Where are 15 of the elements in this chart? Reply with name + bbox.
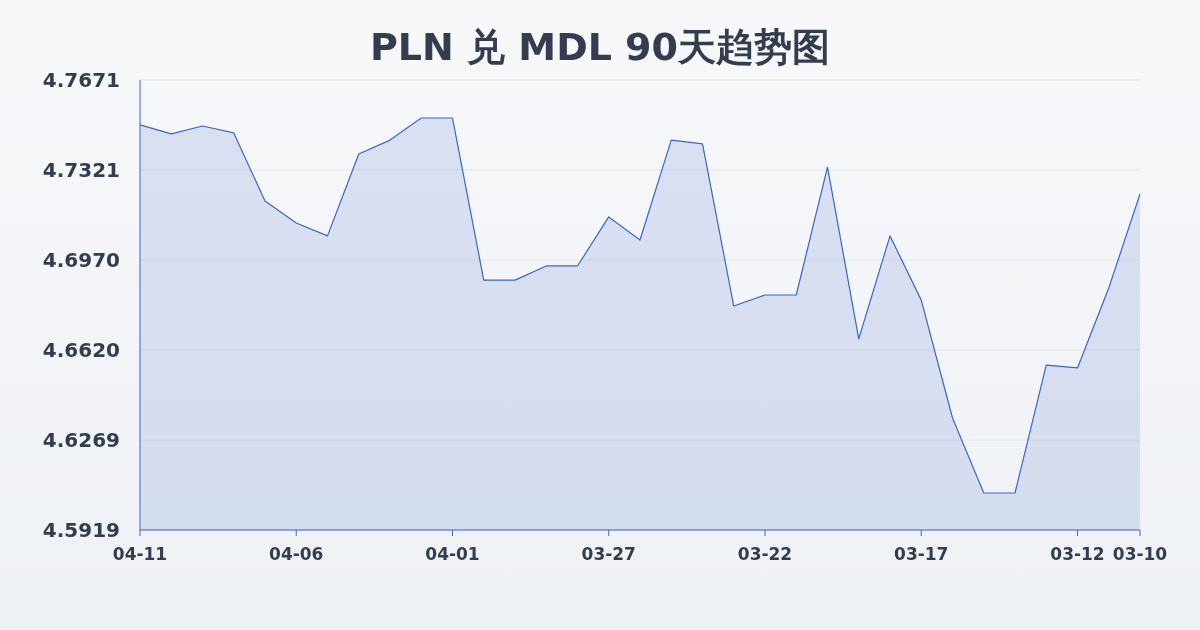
x-tick-label: 03-12 [1050, 544, 1105, 564]
x-tick-label: 04-11 [112, 544, 168, 564]
y-tick-label: 4.7671 [42, 68, 120, 92]
y-tick-label: 4.7321 [42, 157, 120, 182]
x-tick-label: 04-06 [269, 544, 324, 564]
x-tick-label: 04-01 [425, 544, 480, 564]
x-tick-label: 03-22 [737, 544, 793, 564]
y-tick-label: 4.6970 [42, 248, 120, 273]
x-tick-label: 03-17 [894, 544, 949, 564]
y-tick-label: 4.5919 [42, 518, 120, 542]
y-tick-label: 4.6620 [42, 337, 120, 362]
title: PLN 兑 MDL 90天趋势图 [370, 25, 830, 69]
y-tick-label: 4.6269 [42, 428, 120, 453]
x-tick-label: 03-27 [581, 544, 636, 564]
x-tick-label: 03-10 [1112, 544, 1168, 564]
